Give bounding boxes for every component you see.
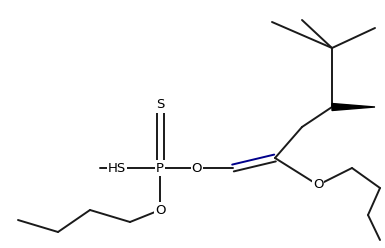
Text: O: O [155, 204, 165, 217]
Text: HS: HS [108, 161, 126, 175]
Polygon shape [332, 103, 375, 111]
Text: P: P [156, 161, 164, 175]
Text: S: S [156, 98, 164, 112]
Text: O: O [192, 161, 202, 175]
Text: O: O [313, 179, 323, 191]
